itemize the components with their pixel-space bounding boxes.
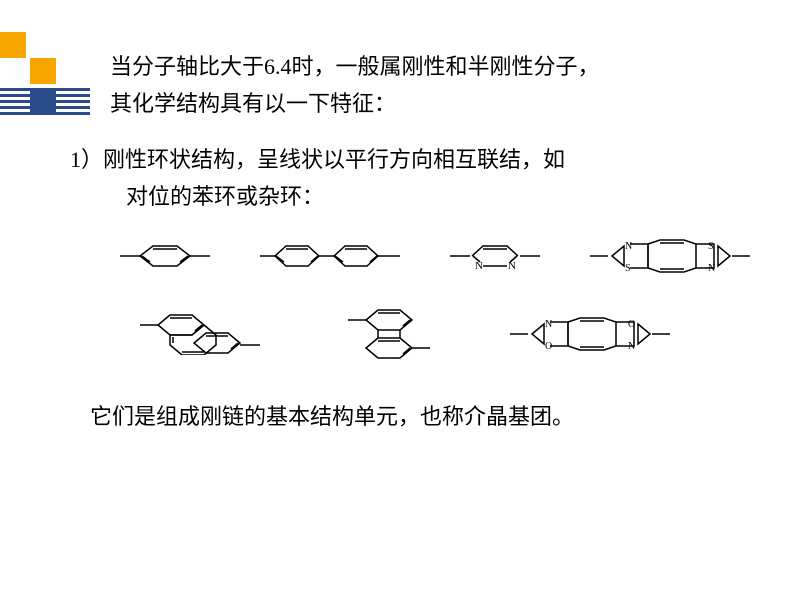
slide-corner-decoration (0, 0, 120, 160)
closing-line: 它们是组成刚链的基本结构单元，也称介晶基团。 (90, 398, 760, 435)
svg-text:N: N (708, 263, 715, 274)
svg-text:S: S (625, 263, 631, 274)
benzobisthiazole-icon: N S S N (590, 236, 750, 276)
point-1: 1）刚性环状结构，呈线状以平行方向相互联结，如 对位的苯环或杂环： (70, 141, 760, 216)
svg-text:N: N (628, 341, 635, 352)
slide-content: 当分子轴比大于6.4时，一般属刚性和半刚性分子， 其化学结构具有以一下特征： 1… (110, 48, 760, 435)
svg-text:N: N (545, 319, 552, 330)
point-1-line-2: 对位的苯环或杂环： (70, 178, 760, 215)
point-1-line-1: 1）刚性环状结构，呈线状以平行方向相互联结，如 (70, 147, 565, 172)
molecule-diagrams: N N N (120, 236, 760, 362)
molecule-row-2: N O O N (140, 306, 760, 362)
svg-text:O: O (545, 341, 552, 352)
svg-text:O: O (628, 319, 635, 330)
pyridazine-icon: N N (450, 240, 540, 272)
molecule-row-1: N N N (120, 236, 760, 276)
benzene-icon (120, 240, 210, 272)
naphthalene-icon (140, 313, 260, 355)
svg-text:N: N (625, 241, 632, 252)
intro-line-2: 其化学结构具有以一下特征： (110, 91, 396, 116)
biphenyl-icon (260, 240, 400, 272)
svg-text:N: N (508, 260, 516, 272)
intro-paragraph: 当分子轴比大于6.4时，一般属刚性和半刚性分子， 其化学结构具有以一下特征： (110, 48, 760, 123)
benzobisoxazole-icon: N O O N (510, 314, 670, 354)
svg-text:S: S (708, 241, 714, 252)
intro-line-1: 当分子轴比大于6.4时，一般属刚性和半刚性分子， (110, 54, 600, 79)
fused-ring-icon (340, 306, 430, 362)
